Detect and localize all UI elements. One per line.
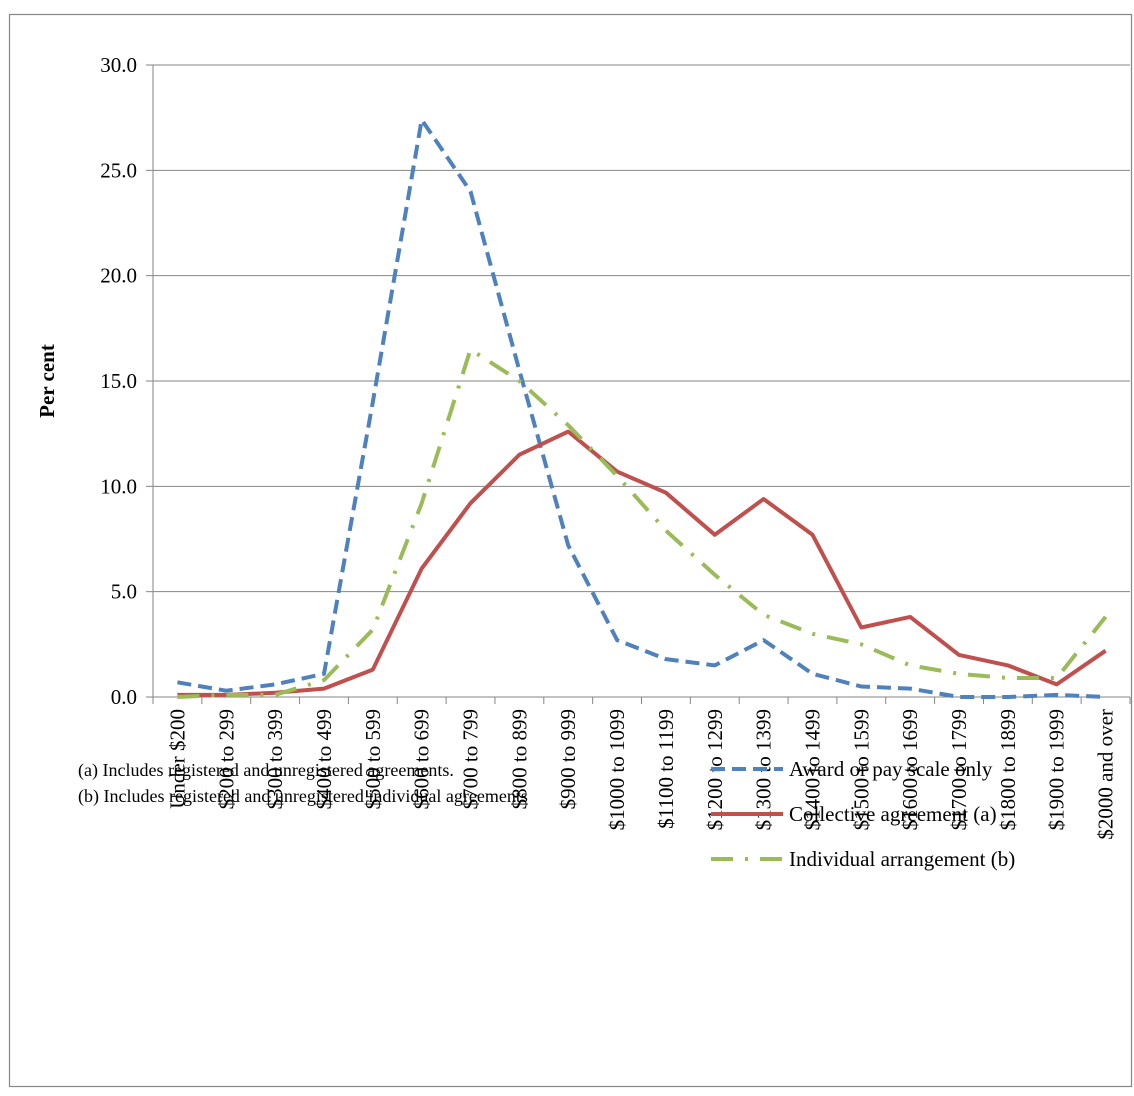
y-tick-label: 5.0 [111,580,137,604]
x-tick-label: $1000 to 1099 [605,709,629,830]
x-tick-label: $1800 to 1899 [996,709,1020,830]
y-tick-label: 0.0 [111,685,137,709]
series-line-1 [177,117,1106,699]
x-tick-label: $2000 and over [1094,709,1118,840]
legend: Award or pay scale only Collective agreem… [711,757,1015,871]
chart-frame [8,13,1133,1088]
y-tick-label: 25.0 [100,158,137,182]
legend-label: Award or pay scale only [789,757,993,781]
footnotes: (a) Includes registered and unregistered… [78,760,528,807]
series-line-3 [177,347,1108,699]
gridlines [153,64,1130,593]
x-tick-label: $600 to 699 [410,709,434,809]
x-tick-label: Under $200 [165,709,189,809]
y-tick-labels: 0.0 5.0 10.0 15.0 20.0 25.0 30.0 [100,53,137,709]
x-tick-label: $1400 to 1499 [800,709,824,830]
x-tick-label: $1900 to 1999 [1045,709,1069,830]
y-tick-label: 30.0 [100,53,137,77]
x-tick-label: $700 to 799 [459,709,483,809]
legend-label: Individual arrangement (b) [789,847,1015,871]
y-tick-label: 10.0 [100,474,137,498]
y-axis-label: Per cent [35,344,59,418]
x-tick-label: $1100 to 1199 [654,709,678,829]
legend-label: Collective agreement (a) [789,802,997,826]
x-tick-label: $1600 to 1699 [898,709,922,830]
footnote: (a) Includes registered and unregistered… [78,760,454,781]
x-tick-label: $900 to 999 [556,709,580,809]
x-tick-label: $200 to 299 [214,709,238,809]
y-tick-label: 15.0 [100,369,137,393]
x-tick-label: $500 to 599 [361,709,385,809]
x-tick-label: $800 to 899 [507,709,531,809]
series-line-2 [177,429,1107,697]
x-tick-labels: Under $200 $200 to 299 $300 to 399 $400 to … [165,709,1117,840]
x-tick-label: $400 to 499 [312,709,336,809]
y-tick-label: 20.0 [100,264,137,288]
x-tick-label: $300 to 399 [263,709,287,809]
x-tick-label: $1700 to 1799 [947,709,971,830]
series-lines [177,117,1108,699]
x-tick-label: $1500 to 1599 [849,709,873,830]
footnote: (b) Includes registered and unregistered… [78,786,528,807]
